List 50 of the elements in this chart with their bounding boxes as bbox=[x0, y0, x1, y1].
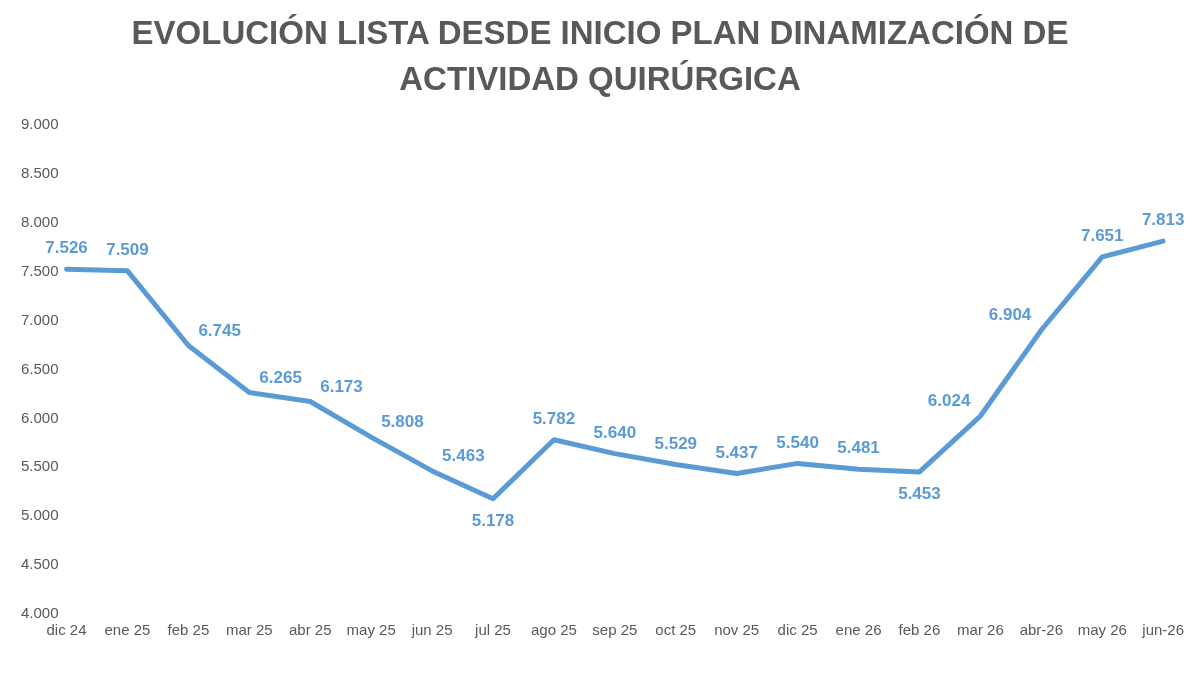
x-tick-label: dic 25 bbox=[777, 621, 818, 639]
x-tick-label: ene 25 bbox=[104, 621, 151, 639]
data-label: 5.782 bbox=[532, 408, 576, 428]
data-label: 7.509 bbox=[106, 240, 149, 260]
data-label: 6.745 bbox=[198, 320, 241, 340]
y-tick-label: 7.000 bbox=[20, 310, 59, 328]
x-tick-label: dic 24 bbox=[46, 621, 87, 639]
data-label: 7.526 bbox=[45, 238, 88, 258]
x-tick-label: may 26 bbox=[1077, 621, 1127, 639]
y-tick-label: 5.000 bbox=[20, 506, 59, 524]
data-label: 7.651 bbox=[1080, 226, 1124, 246]
data-label: 5.808 bbox=[381, 412, 424, 432]
y-tick-label: 5.500 bbox=[20, 457, 59, 475]
data-label: 5.529 bbox=[654, 433, 698, 453]
x-tick-label: jun-26 bbox=[1141, 621, 1184, 639]
x-tick-label: mar 25 bbox=[225, 621, 273, 639]
x-tick-label: sep 25 bbox=[592, 621, 638, 639]
y-tick-label: 6.500 bbox=[20, 359, 59, 377]
data-label: 5.178 bbox=[471, 510, 515, 530]
data-label: 5.640 bbox=[593, 422, 637, 442]
x-tick-label: ago 25 bbox=[530, 621, 577, 639]
x-tick-label: may 25 bbox=[346, 621, 396, 639]
x-tick-label: mar 26 bbox=[957, 621, 1004, 639]
data-label: 6.173 bbox=[320, 376, 363, 396]
x-tick-label: abr-26 bbox=[1019, 621, 1063, 639]
x-tick-label: nov 25 bbox=[714, 621, 760, 639]
data-label: 5.481 bbox=[837, 438, 880, 458]
x-tick-label: feb 26 bbox=[898, 621, 941, 639]
data-label: 5.463 bbox=[442, 446, 485, 466]
x-tick-label: jul 25 bbox=[474, 621, 511, 639]
data-label: 5.453 bbox=[898, 484, 941, 504]
data-label: 6.024 bbox=[927, 391, 971, 411]
x-tick-label: jun 25 bbox=[410, 621, 453, 639]
x-tick-label: feb 25 bbox=[167, 621, 210, 639]
data-label: 7.813 bbox=[1141, 210, 1185, 230]
y-tick-label: 4.500 bbox=[20, 555, 59, 573]
x-tick-label: oct 25 bbox=[655, 621, 697, 639]
data-label: 5.437 bbox=[715, 442, 758, 462]
data-label: 6.904 bbox=[988, 305, 1032, 325]
data-label: 6.265 bbox=[259, 367, 302, 387]
data-label: 5.540 bbox=[776, 432, 819, 452]
chart-title: EVOLUCIÓN LISTA DESDE INICIO PLAN DINAMIZACIÓN DE ACTIVIDAD QUIRÚRGICA bbox=[130, 13, 1070, 99]
x-tick-label: abr 25 bbox=[288, 621, 332, 639]
y-tick-label: 7.500 bbox=[20, 261, 59, 279]
y-tick-label: 8.000 bbox=[20, 212, 59, 230]
y-tick-label: 9.000 bbox=[20, 115, 59, 133]
x-tick-label: ene 26 bbox=[835, 621, 882, 639]
y-tick-label: 4.000 bbox=[20, 604, 59, 622]
y-tick-label: 6.000 bbox=[20, 408, 59, 426]
y-tick-label: 8.500 bbox=[20, 164, 59, 182]
